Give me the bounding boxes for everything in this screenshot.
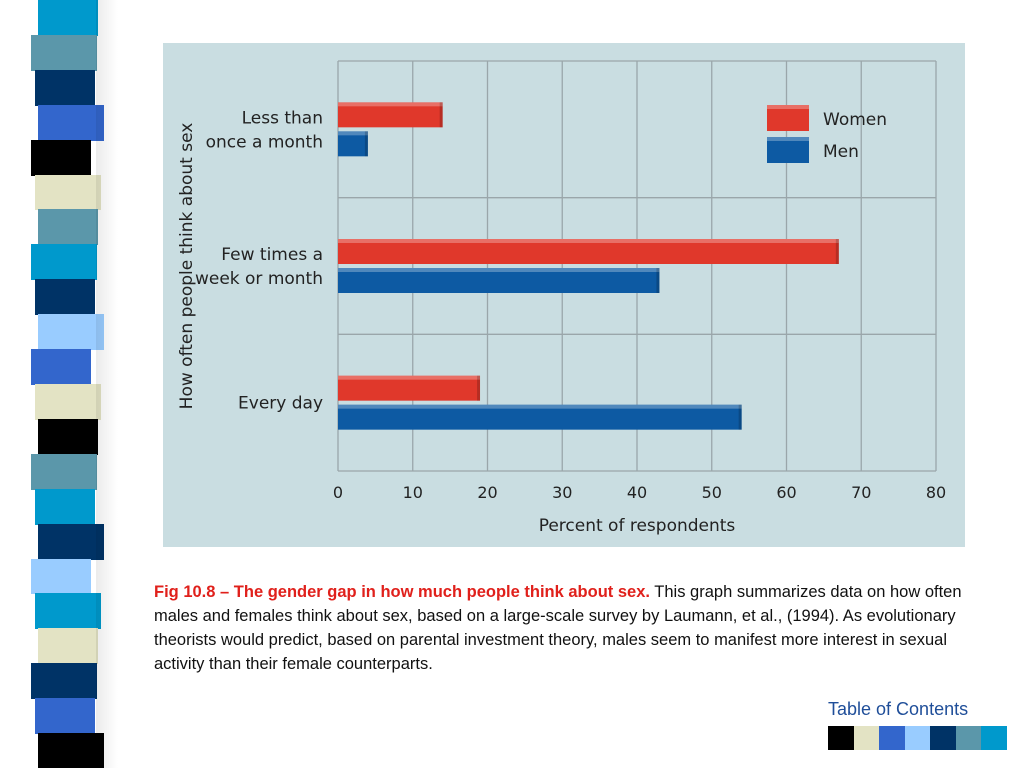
- bar-women: [338, 102, 443, 128]
- x-tick-label: 40: [627, 483, 647, 502]
- bar-highlight: [338, 131, 368, 136]
- bar-end-shade: [477, 375, 481, 401]
- strip-shadow: [96, 0, 118, 768]
- caption-body: This graph summarizes data on how often …: [154, 583, 962, 673]
- chart-panel: 0 10 20 30 40 50 60 70 80 Less than once a month Fe…: [163, 43, 965, 547]
- category-label: once a month: [206, 132, 323, 152]
- bar-women: [338, 375, 481, 401]
- bar-end-shade: [439, 102, 443, 128]
- bar-women: [338, 239, 839, 264]
- strip-block: [38, 523, 104, 560]
- x-axis-title: Percent of respondents: [539, 516, 736, 536]
- strip-block: [35, 384, 101, 420]
- bar-highlight: [338, 102, 443, 107]
- bar-chart: 0 10 20 30 40 50 60 70 80 Less than once a month Fe…: [177, 60, 946, 536]
- bar-men: [338, 131, 368, 157]
- color-swatch: [904, 726, 930, 750]
- strip-block: [35, 279, 95, 316]
- bar-men: [338, 404, 742, 430]
- strip-block: [38, 628, 98, 665]
- x-tick-label: 20: [477, 483, 497, 502]
- category-label: Every day: [238, 394, 323, 414]
- bar-end-shade: [738, 404, 742, 430]
- table-of-contents-link[interactable]: Table of Contents: [828, 699, 969, 719]
- strip-block: [38, 314, 104, 351]
- x-tick-label: 30: [552, 483, 572, 502]
- x-tick-label: 70: [851, 483, 871, 502]
- category-label: Few times a: [221, 245, 323, 265]
- strip-block: [35, 69, 95, 106]
- bar-highlight: [338, 404, 742, 409]
- x-tick-label: 80: [926, 483, 946, 502]
- strip-block: [31, 663, 97, 700]
- strip-block: [35, 593, 101, 630]
- legend-swatch-highlight: [767, 105, 809, 109]
- strip-block: [38, 0, 98, 36]
- strip-block: [31, 558, 91, 595]
- bar-end-shade: [835, 239, 839, 264]
- y-axis-title: How often people think about sex: [177, 123, 197, 410]
- color-swatches: [828, 726, 1007, 750]
- bar-end-shade: [656, 268, 660, 293]
- bar-highlight: [338, 268, 660, 272]
- strip-block: [35, 698, 95, 735]
- strip-block: [38, 418, 98, 455]
- color-swatch: [981, 726, 1007, 750]
- bar-highlight: [338, 375, 481, 380]
- strip-block: [31, 139, 91, 176]
- x-tick-label: 60: [776, 483, 796, 502]
- x-tick-label: 10: [403, 483, 423, 502]
- legend-label-men: Men: [823, 142, 859, 162]
- color-swatch: [879, 726, 905, 750]
- legend-label-women: Women: [823, 110, 887, 130]
- strip-block: [38, 733, 104, 768]
- x-tick-label: 0: [333, 483, 343, 502]
- color-swatch: [955, 726, 981, 750]
- color-swatch: [828, 726, 854, 750]
- strip-block: [38, 104, 104, 141]
- bar-end-shade: [364, 131, 368, 157]
- figure-caption: Fig 10.8 – The gender gap in how much pe…: [154, 580, 964, 676]
- bar-highlight: [338, 239, 839, 243]
- x-tick-label: 50: [702, 483, 722, 502]
- category-label: week or month: [195, 269, 323, 289]
- color-swatch: [930, 726, 956, 750]
- strip-block: [31, 349, 91, 385]
- legend-swatch-women: [767, 105, 809, 131]
- legend-swatch-men: [767, 137, 809, 163]
- color-swatch: [853, 726, 879, 750]
- strip-block: [31, 453, 97, 490]
- strip-block: [35, 488, 95, 525]
- legend-swatch-highlight: [767, 137, 809, 141]
- bar-men: [338, 268, 660, 293]
- strip-block: [38, 209, 98, 246]
- strip-block: [31, 244, 97, 281]
- strip-block: [31, 34, 97, 71]
- decorative-color-strip: [0, 0, 120, 768]
- caption-title: Fig 10.8 – The gender gap in how much pe…: [154, 583, 650, 601]
- category-label: Less than: [242, 108, 323, 128]
- strip-block: [35, 174, 101, 211]
